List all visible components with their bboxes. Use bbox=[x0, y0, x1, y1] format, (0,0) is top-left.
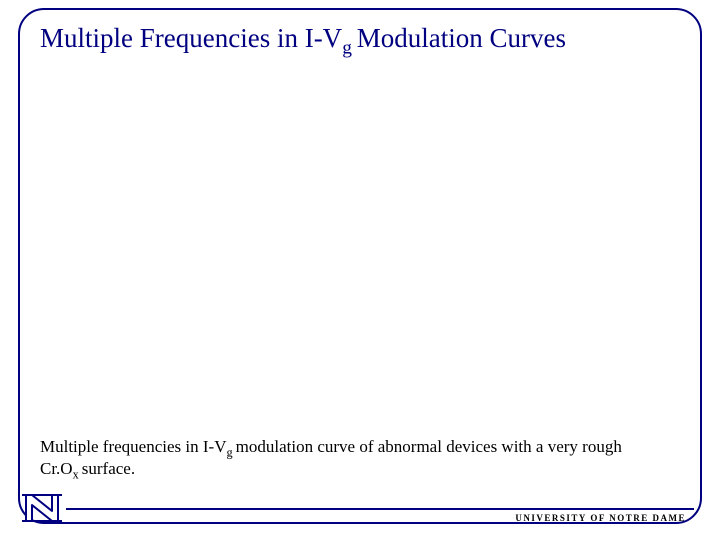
footer-text: UNIVERSITY OF NOTRE DAME bbox=[515, 513, 686, 523]
caption: Multiple frequencies in I-Vg modulation … bbox=[40, 436, 660, 480]
footer-divider bbox=[66, 508, 694, 510]
caption-pre: Multiple frequencies in I-V bbox=[40, 437, 226, 456]
slide-title: Multiple Frequencies in I-Vg Modulation … bbox=[40, 22, 680, 54]
caption-post: surface. bbox=[82, 459, 135, 478]
nd-logo-icon bbox=[20, 487, 64, 529]
title-text-post: Modulation Curves bbox=[357, 23, 566, 53]
caption-sub-x: x bbox=[73, 467, 82, 481]
caption-sub-g: g bbox=[226, 445, 235, 459]
title-text-pre: Multiple Frequencies in I-V bbox=[40, 23, 342, 53]
slide: Multiple Frequencies in I-Vg Modulation … bbox=[0, 0, 720, 540]
title-sub-g: g bbox=[342, 37, 357, 58]
